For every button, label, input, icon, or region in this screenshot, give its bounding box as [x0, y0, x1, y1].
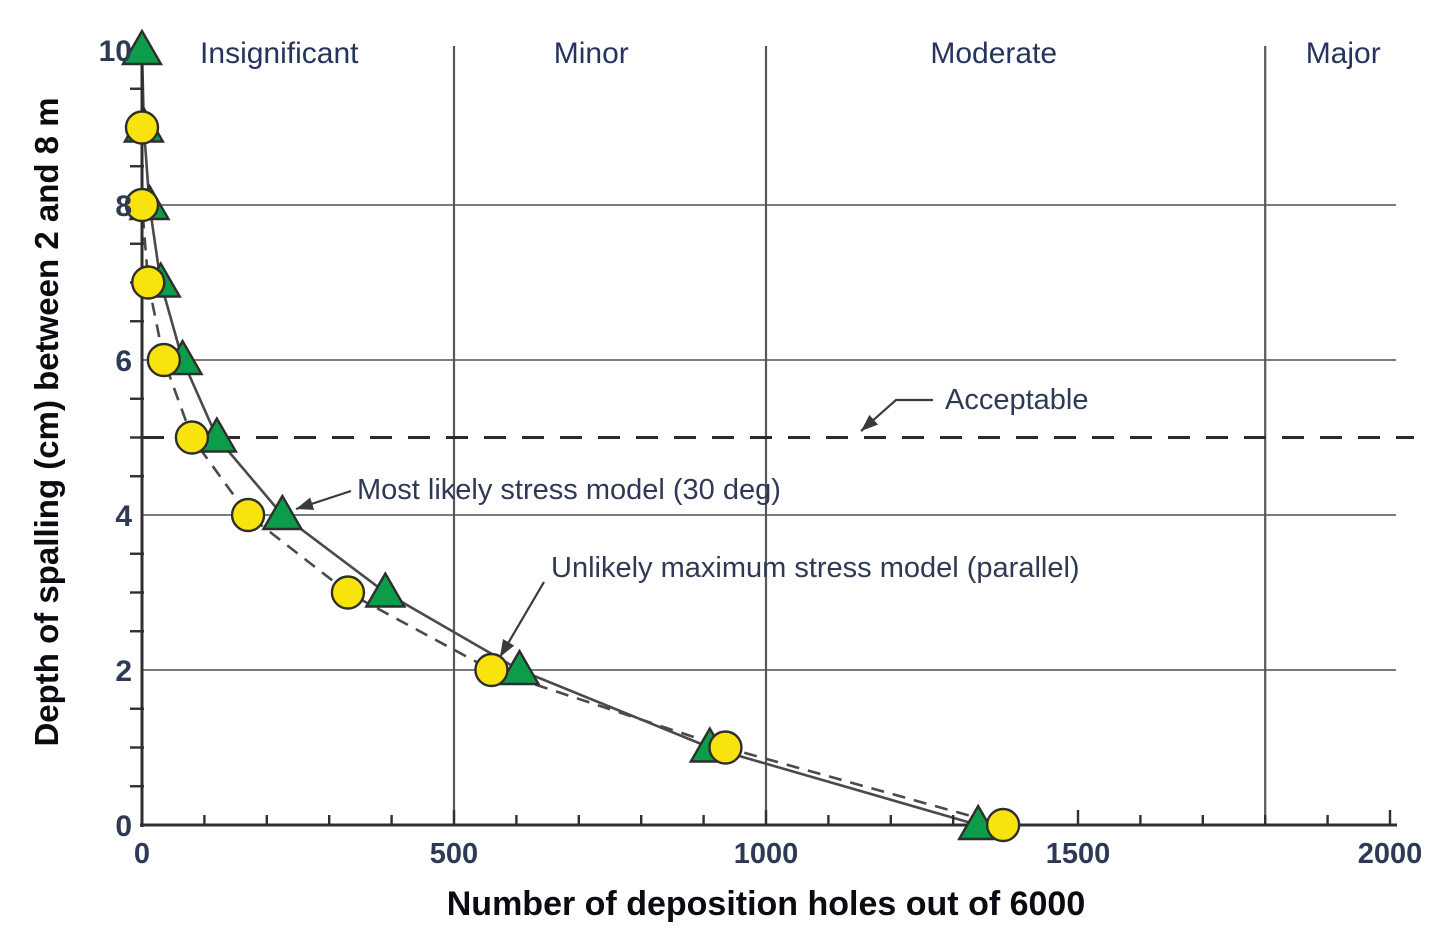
- x-tick-label-1000: 1000: [734, 838, 799, 870]
- marker-circle: [174, 420, 210, 455]
- annotation-arrowhead-2: [500, 639, 515, 657]
- y-axis-title: Depth of spalling (cm) between 2 and 8 m: [28, 97, 65, 747]
- x-tick-label-500: 500: [430, 838, 478, 870]
- y-tick-label-10: 10: [99, 35, 132, 68]
- x-tick-label-1500: 1500: [1046, 838, 1111, 870]
- annotation-label-2: Unlikely maximum stress model (parallel): [551, 552, 1080, 584]
- x-axis-title: Number of deposition holes out of 6000: [446, 885, 1086, 923]
- annotation-label-1: Most likely stress model (30 deg): [357, 474, 781, 506]
- marker-triangle: [120, 28, 164, 66]
- annotation-arrowhead-1: [296, 497, 315, 510]
- region-label-major: Major: [1306, 37, 1381, 70]
- marker-circle: [146, 342, 182, 378]
- y-tick-label-2: 2: [115, 655, 132, 688]
- marker-circle: [131, 265, 166, 300]
- region-label-minor: Minor: [554, 37, 629, 70]
- marker-circle: [330, 575, 366, 610]
- marker-circle: [124, 187, 160, 223]
- x-tick-label-0: 0: [134, 838, 150, 870]
- marker-circle: [708, 730, 743, 765]
- marker-circle: [230, 497, 266, 533]
- region-label-moderate: Moderate: [930, 37, 1057, 70]
- series-line-unlikely-max: [140, 127, 1004, 827]
- marker-circle: [124, 110, 160, 145]
- marker-triangle: [364, 571, 407, 608]
- annotation-label-0: Acceptable: [945, 384, 1089, 416]
- y-tick-label-6: 6: [115, 345, 132, 378]
- marker-circle: [474, 652, 509, 688]
- y-tick-label-0: 0: [115, 810, 132, 843]
- marker-triangle: [261, 493, 304, 531]
- y-tick-label-4: 4: [115, 500, 132, 533]
- region-label-insignificant: Insignificant: [200, 37, 359, 70]
- x-tick-label-2000: 2000: [1358, 838, 1423, 870]
- marker-circle: [985, 807, 1021, 843]
- y-tick-label-8: 8: [115, 190, 132, 223]
- annotation-arrowhead-0: [861, 414, 879, 431]
- marker-triangle: [498, 648, 541, 686]
